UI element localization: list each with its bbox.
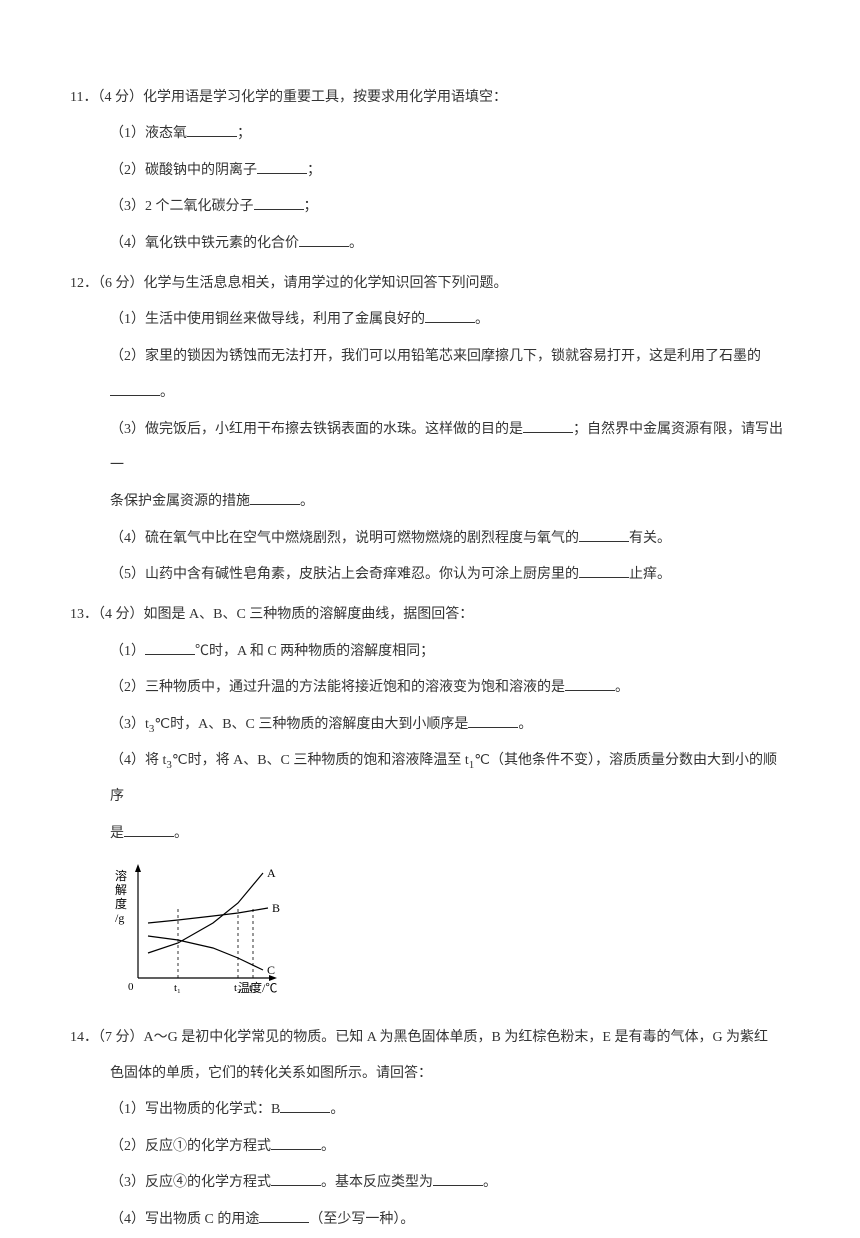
- q14-sub4-text: （4）写出物质 C 的用途: [110, 1212, 259, 1227]
- solubility-chart-svg: 溶解度/g0t₁t₂t₃温度/℃ABC: [110, 858, 285, 998]
- q13-sub2-text: （2）三种物质中，通过升温的方法能将接近饱和的溶液变为饱和溶液的是: [110, 680, 565, 695]
- q14-sub1: （1）写出物质的化学式：B 。: [70, 1092, 790, 1128]
- q11-sub2-text: （2）碳酸钠中的阴离子: [110, 163, 257, 178]
- svg-text:温度/℃: 温度/℃: [238, 980, 277, 995]
- q12-sub3a-text: （3）做完饭后，小红用干布擦去铁锅表面的水珠。这样做的目的是: [110, 422, 523, 437]
- q12-sub1-end: 。: [475, 312, 489, 327]
- q12-sub2-text: （2）家里的锁因为锈蚀而无法打开，我们可以用铅笔芯来回摩擦几下，锁就容易打开，这…: [110, 349, 761, 364]
- q13-sub3: （3）t3℃时，A、B、C 三种物质的溶解度由大到小顺序是。: [70, 707, 790, 743]
- q12-sub4-end: 有关。: [629, 531, 671, 546]
- blank: [523, 419, 573, 433]
- q11-sub4: （4）氧化铁中铁元素的化合价 。: [70, 226, 790, 262]
- q11-sub1: （1）液态氧 ；: [70, 116, 790, 152]
- q12-sub4: （4）硫在氧气中比在空气中燃烧剧烈，说明可燃物燃烧的剧烈程度与氧气的 有关。: [70, 521, 790, 557]
- blank: [579, 564, 629, 578]
- q12-sub5: （5）山药中含有碱性皂角素，皮肤沾上会奇痒难忍。你认为可涂上厨房里的 止痒。: [70, 557, 790, 593]
- q11-header: 11．（4 分）化学用语是学习化学的重要工具，按要求用化学用语填空：: [70, 80, 790, 116]
- q12-sub4-text: （4）硫在氧气中比在空气中燃烧剧烈，说明可燃物燃烧的剧烈程度与氧气的: [110, 531, 579, 546]
- q14-sub1-end: 。: [330, 1102, 344, 1117]
- q11-sub2-end: ；: [307, 163, 321, 178]
- q13-sub4b-text: ℃时，将 A、B、C 三种物质的饱和溶液降温至 t: [172, 753, 469, 768]
- blank: [271, 1136, 321, 1150]
- q14-sub4-end: （至少写一种）。: [309, 1212, 414, 1227]
- q12-sub2-end: 。: [160, 385, 174, 400]
- q14-header-a: 14．（7 分）A～G 是初中化学常见的物质。已知 A 为黑色固体单质，B 为红…: [70, 1020, 790, 1056]
- blank: [579, 528, 629, 542]
- q12-sub3c-end: 。: [300, 494, 314, 509]
- q12-sub5-text: （5）山药中含有碱性皂角素，皮肤沾上会奇痒难忍。你认为可涂上厨房里的: [110, 567, 579, 582]
- blank: [187, 123, 237, 137]
- blank: [433, 1172, 483, 1186]
- q14-sub1-text: （1）写出物质的化学式：B: [110, 1102, 280, 1117]
- svg-text:/g: /g: [115, 911, 124, 925]
- blank: [254, 196, 304, 210]
- q14-sub3a-text: （3）反应④的化学方程式: [110, 1175, 271, 1190]
- svg-text:A: A: [267, 866, 276, 880]
- q11-sub1-end: ；: [237, 126, 251, 141]
- q13-sub1: （1） ℃时，A 和 C 两种物质的溶解度相同；: [70, 634, 790, 670]
- svg-text:C: C: [267, 963, 275, 977]
- q13-sub4d-text: 是: [110, 826, 124, 841]
- question-14: 14．（7 分）A～G 是初中化学常见的物质。已知 A 为黑色固体单质，B 为红…: [70, 1020, 790, 1238]
- blank: [124, 823, 174, 837]
- q14-header-b: 色固体的单质，它们的转化关系如图所示。请回答：: [70, 1056, 790, 1092]
- question-12: 12．（6 分）化学与生活息息相关，请用学过的化学知识回答下列问题。 （1）生活…: [70, 266, 790, 594]
- question-13: 13．（4 分）如图是 A、B、C 三种物质的溶解度曲线，据图回答： （1） ℃时…: [70, 597, 790, 1013]
- q11-sub3-text: （3）2 个二氧化碳分子: [110, 199, 254, 214]
- q14-sub2: （2）反应①的化学方程式 。: [70, 1129, 790, 1165]
- q13-sub1a-text: （1）: [110, 644, 145, 659]
- q11-sub3-end: ；: [304, 199, 318, 214]
- q12-sub3-line1: （3）做完饭后，小红用干布擦去铁锅表面的水珠。这样做的目的是；自然界中金属资源有…: [70, 412, 790, 485]
- svg-text:溶: 溶: [115, 868, 127, 883]
- q13-sub3b-text: ℃时，A、B、C 三种物质的溶解度由大到小顺序是: [154, 717, 468, 732]
- q14-sub3-end: 。: [483, 1175, 497, 1190]
- q13-sub4a-text: （4）将 t: [110, 753, 166, 768]
- svg-text:t₁: t₁: [174, 982, 181, 994]
- q11-sub3: （3）2 个二氧化碳分子 ；: [70, 189, 790, 225]
- svg-text:B: B: [272, 901, 280, 915]
- q11-sub4-text: （4）氧化铁中铁元素的化合价: [110, 236, 299, 251]
- blank: [271, 1172, 321, 1186]
- blank: [565, 677, 615, 691]
- blank: [110, 382, 160, 396]
- q12-sub5-end: 止痒。: [629, 567, 671, 582]
- q12-sub3c-text: 条保护金属资源的措施: [110, 494, 250, 509]
- blank: [425, 309, 475, 323]
- blank: [299, 233, 349, 247]
- blank: [250, 491, 300, 505]
- svg-text:度: 度: [115, 896, 127, 911]
- blank: [145, 641, 195, 655]
- svg-text:解: 解: [115, 883, 127, 897]
- q13-sub3-end: 。: [518, 717, 532, 732]
- q13-sub1b-text: ℃时，A 和 C 两种物质的溶解度相同；: [195, 644, 434, 659]
- q14-sub2-end: 。: [321, 1139, 335, 1154]
- svg-text:0: 0: [128, 981, 134, 993]
- q13-sub4-end: 。: [174, 826, 188, 841]
- q12-sub2: （2）家里的锁因为锈蚀而无法打开，我们可以用铅笔芯来回摩擦几下，锁就容易打开，这…: [70, 339, 790, 412]
- q13-sub4-line2: 是。: [70, 816, 790, 852]
- q13-sub4-line1: （4）将 t3℃时，将 A、B、C 三种物质的饱和溶液降温至 t1℃（其他条件不…: [70, 743, 790, 816]
- q12-sub1: （1）生活中使用铜丝来做导线，利用了金属良好的 。: [70, 302, 790, 338]
- blank: [257, 160, 307, 174]
- q11-sub4-end: 。: [349, 236, 363, 251]
- q13-sub2-end: 。: [615, 680, 629, 695]
- solubility-chart: 溶解度/g0t₁t₂t₃温度/℃ABC: [70, 858, 790, 1013]
- blank: [280, 1099, 330, 1113]
- q13-sub3a-text: （3）t: [110, 717, 149, 732]
- q14-sub4: （4）写出物质 C 的用途 （至少写一种）。: [70, 1202, 790, 1238]
- q11-sub2: （2）碳酸钠中的阴离子 ；: [70, 153, 790, 189]
- q14-sub3b-text: 。基本反应类型为: [321, 1175, 433, 1190]
- q13-sub2: （2）三种物质中，通过升温的方法能将接近饱和的溶液变为饱和溶液的是 。: [70, 670, 790, 706]
- q13-header: 13．（4 分）如图是 A、B、C 三种物质的溶解度曲线，据图回答：: [70, 597, 790, 633]
- q11-sub1-text: （1）液态氧: [110, 126, 187, 141]
- q14-sub2-text: （2）反应①的化学方程式: [110, 1139, 271, 1154]
- blank: [468, 714, 518, 728]
- q14-sub3: （3）反应④的化学方程式 。基本反应类型为 。: [70, 1165, 790, 1201]
- q12-header: 12．（6 分）化学与生活息息相关，请用学过的化学知识回答下列问题。: [70, 266, 790, 302]
- question-11: 11．（4 分）化学用语是学习化学的重要工具，按要求用化学用语填空： （1）液态…: [70, 80, 790, 262]
- q12-sub1-text: （1）生活中使用铜丝来做导线，利用了金属良好的: [110, 312, 425, 327]
- q12-sub3-line2: 条保护金属资源的措施 。: [70, 484, 790, 520]
